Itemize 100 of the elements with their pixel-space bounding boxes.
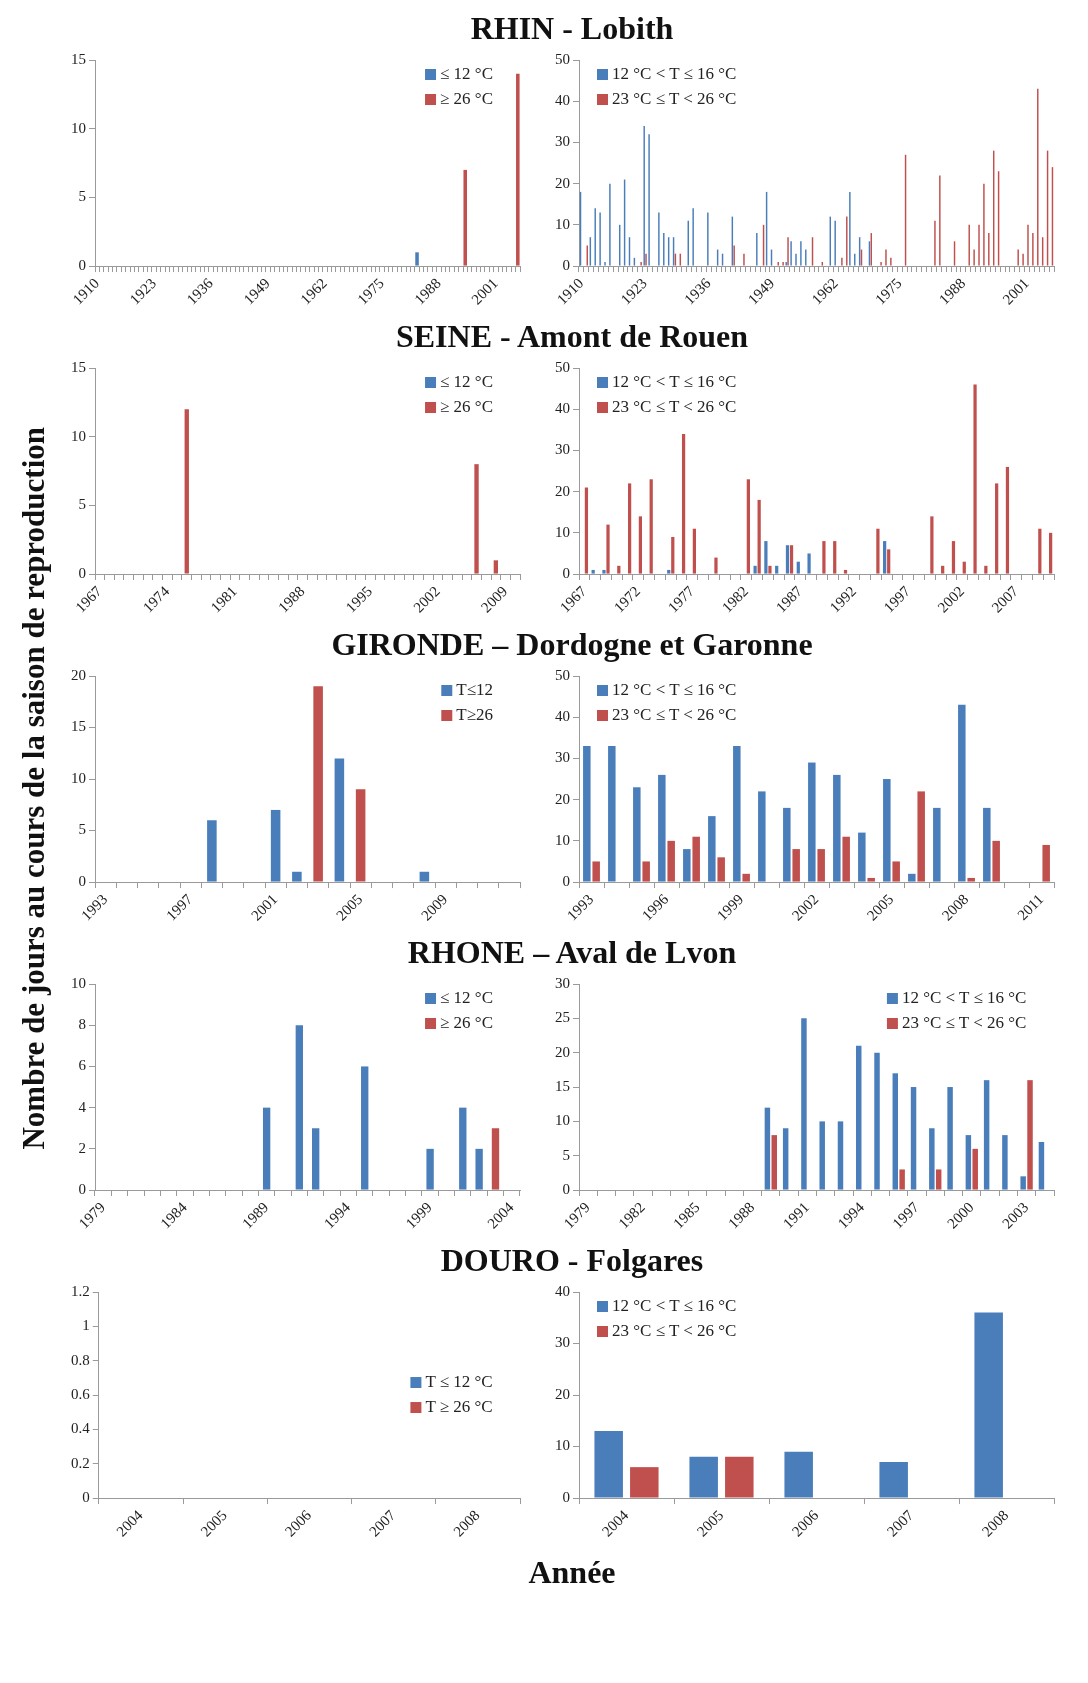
bar [892,1073,899,1190]
bar [947,1087,953,1190]
chart-title: SEINE - Amont de Rouen [395,318,749,354]
bar [782,1128,789,1190]
bar [951,541,956,574]
bar [929,1128,935,1190]
legend-label: 12 °C < T ≤ 16 °C [901,987,1027,1007]
bar [917,791,925,882]
bar [474,464,479,574]
bar [463,169,468,266]
bar [789,545,794,574]
bar [419,871,430,882]
bar [714,557,718,574]
y-tick-label: 5 [78,496,86,513]
bar [1049,532,1053,574]
bar [962,561,966,574]
x-axis-title: Année [527,1554,617,1591]
bar [941,565,945,574]
legend-label: 23 °C ≤ T < 26 °C [901,1012,1027,1032]
y-tick-label: 15 [71,50,86,67]
bar [630,1467,659,1498]
y-tick-label: 1 [82,1317,90,1334]
bar [930,516,934,574]
y-tick-label: 40 [555,1282,570,1299]
y-tick-label: 0 [78,1181,86,1197]
bar [764,541,768,574]
bar [426,1148,434,1190]
chart-title: DOURO - Folgares [440,1242,704,1278]
x-tick-label: 2011 [1014,891,1047,924]
bar [683,849,691,882]
y-tick-label: 0 [82,1489,90,1505]
bar [819,1121,825,1190]
bar [491,1128,500,1190]
y-tick-label: 0 [562,1181,570,1197]
x-tick-label: 1993 [563,891,597,924]
bar [270,809,281,882]
bar [983,807,991,882]
legend-label: ≤ 12 °C [440,371,493,391]
bar [493,560,499,574]
bar [757,499,761,574]
bar [667,569,671,574]
y-tick-label: 10 [555,523,570,540]
bar [594,1431,623,1498]
bar [992,840,1000,882]
y-tick-label: 10 [71,974,86,991]
y-tick-label: 25 [555,1009,570,1026]
y-tick-label: 6 [78,1057,87,1074]
bar [295,1025,304,1190]
bar [967,877,975,882]
y-axis-title: Nombre de jours au cours de la saison de reproduction [16,426,52,1150]
legend-label: 23 °C ≤ T < 26 °C [612,1320,737,1340]
bar [974,1312,1003,1498]
bar [822,541,826,574]
y-tick-label: 5 [78,821,86,838]
bar [808,762,816,882]
bar [879,1462,908,1498]
bar [583,746,591,882]
bar [312,1128,320,1190]
x-tick-label: 1972 [610,583,644,616]
bar [334,758,345,882]
bar [965,1135,972,1190]
bar [817,849,825,882]
legend-label: T≥26 [456,704,493,724]
y-tick-label: 0 [562,873,570,889]
bar [262,1107,271,1190]
bar [883,779,891,882]
bar [717,857,725,882]
chart-title: GIRONDE – Dordogne et Garonne [331,626,813,662]
chart-title: RHONE – Aval de Lvon [407,934,737,970]
y-tick-label: 40 [555,400,570,417]
bar [459,1107,467,1190]
y-tick-label: 20 [555,1385,570,1402]
bar [633,787,641,882]
x-tick-label: 1999 [713,891,747,924]
bar [1020,1176,1026,1190]
y-tick-label: 30 [555,441,570,458]
bar [608,746,616,882]
bar [602,569,606,574]
bar [708,816,716,882]
legend-label: 12 °C < T ≤ 16 °C [612,63,737,83]
legend-label: 12 °C < T ≤ 16 °C [612,679,737,699]
bar [753,565,757,574]
legend-label: ≥ 26 °C [440,1012,493,1032]
y-tick-label: 50 [555,50,570,67]
bar [642,861,650,882]
bar [584,487,589,574]
y-tick-label: 0.8 [71,1351,90,1368]
bar [591,569,595,574]
y-tick-label: 5 [562,1146,570,1163]
bar [516,73,520,266]
bar [1005,466,1010,574]
y-tick-label: 2 [78,1139,86,1156]
y-tick-label: 10 [71,119,86,136]
bar [910,1087,917,1190]
y-tick-label: 10 [71,769,86,786]
y-tick-label: 0 [562,257,570,273]
y-tick-label: 40 [555,708,570,725]
bar [908,873,916,882]
y-tick-label: 20 [71,666,86,683]
bar [837,1121,844,1190]
